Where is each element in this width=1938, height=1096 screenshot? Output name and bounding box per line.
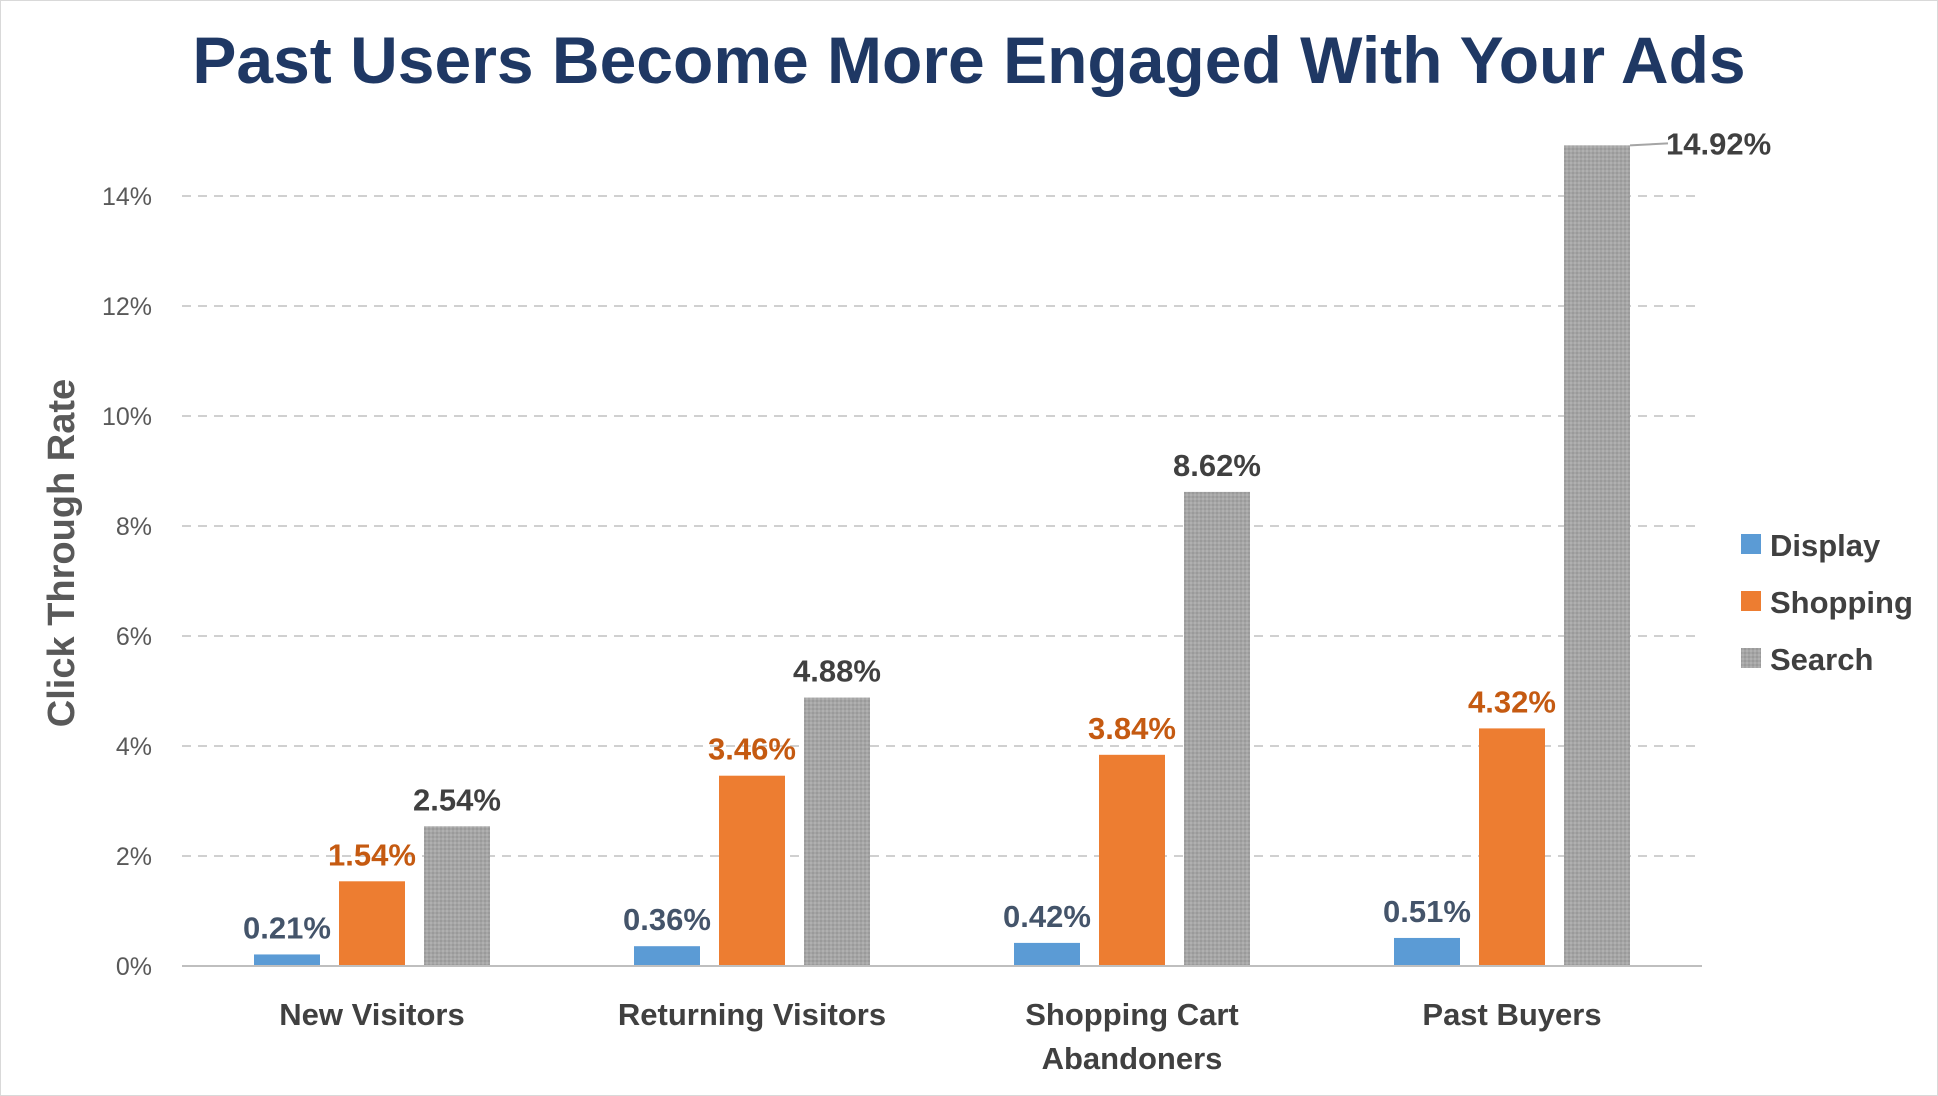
data-label: 0.42% [1003, 899, 1091, 934]
x-category-label: Abandoners [1042, 1041, 1223, 1076]
bar-shopping [1099, 754, 1165, 966]
data-label: 0.21% [243, 910, 331, 945]
y-tick-label: 2% [116, 843, 152, 871]
x-category-label: Shopping Cart [1025, 997, 1239, 1032]
bar-search [424, 826, 490, 966]
y-tick-label: 14% [102, 183, 152, 211]
bar-search [1184, 491, 1250, 966]
y-tick-label: 4% [116, 733, 152, 761]
x-category-label: Returning Visitors [618, 997, 886, 1032]
legend-swatch-shopping [1741, 591, 1761, 611]
data-label: 0.51% [1383, 894, 1471, 929]
data-label: 4.88% [793, 654, 881, 689]
legend-label-shopping: Shopping [1770, 585, 1913, 620]
legend-label-search: Search [1770, 642, 1873, 677]
bar-display [1394, 937, 1460, 966]
legend-label-display: Display [1770, 528, 1881, 563]
data-label: 2.54% [413, 782, 501, 817]
data-label: 8.62% [1173, 448, 1261, 483]
data-label: 1.54% [328, 837, 416, 872]
bar-display [254, 954, 320, 966]
data-label: 3.46% [708, 732, 796, 767]
x-category-label: Past Buyers [1422, 997, 1601, 1032]
y-tick-label: 6% [116, 623, 152, 651]
data-label: 3.84% [1088, 711, 1176, 746]
data-label: 0.36% [623, 902, 711, 937]
y-tick-label: 10% [102, 403, 152, 431]
y-tick-label: 8% [116, 513, 152, 541]
bar-shopping [719, 775, 785, 966]
data-label: 14.92% [1666, 126, 1771, 161]
y-tick-label: 12% [102, 293, 152, 321]
label-leader-line [1629, 142, 1669, 147]
y-tick-label: 0% [116, 953, 152, 981]
bar-display [634, 946, 700, 966]
bar-shopping [339, 881, 405, 966]
bar-search [804, 697, 870, 966]
y-axis-title: Click Through Rate [41, 379, 83, 727]
bar-shopping [1479, 728, 1545, 966]
legend-swatch-search [1741, 648, 1761, 668]
bar-display [1014, 942, 1080, 966]
data-label: 4.32% [1468, 684, 1556, 719]
bar-search [1564, 145, 1630, 966]
legend-swatch-display [1741, 534, 1761, 554]
x-category-label: New Visitors [279, 997, 465, 1032]
chart-title: Past Users Become More Engaged With Your… [192, 23, 1746, 97]
